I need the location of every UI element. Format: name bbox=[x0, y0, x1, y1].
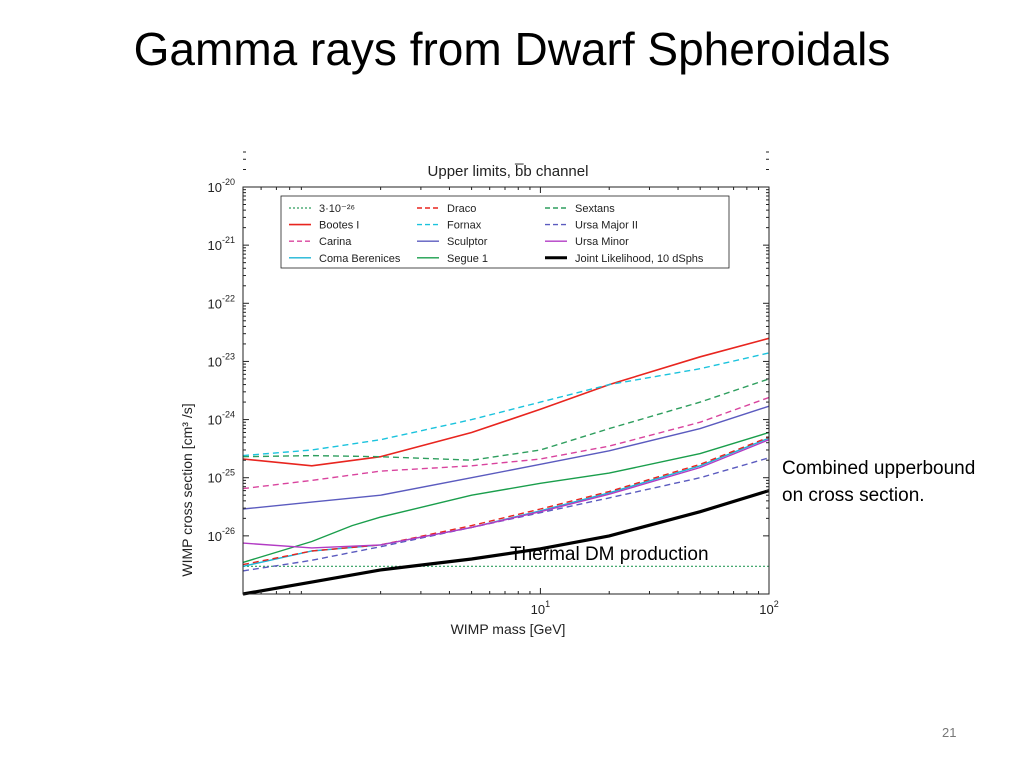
legend-label: Fornax bbox=[447, 220, 482, 232]
thermal-dm-note: Thermal DM production bbox=[510, 544, 709, 565]
legend-label: Draco bbox=[447, 203, 476, 215]
y-tick-label: 10-20 bbox=[208, 177, 235, 195]
chart: Upper limits, b̅b channel WIMP cross sec… bbox=[179, 151, 779, 637]
legend-label: Bootes I bbox=[319, 220, 359, 232]
legend-label: Segue 1 bbox=[447, 253, 488, 265]
legend-box bbox=[280, 195, 730, 269]
combined-note-line-1: Combined upperbound bbox=[782, 458, 976, 479]
series-line-2 bbox=[242, 396, 770, 490]
y-tick-label: 10-21 bbox=[208, 235, 235, 253]
series-line-9 bbox=[242, 457, 770, 572]
y-tick-label: 10-25 bbox=[208, 468, 235, 486]
series-line-4 bbox=[242, 436, 770, 566]
series-line-11 bbox=[242, 489, 770, 596]
y-tick-label: 10-24 bbox=[208, 410, 235, 428]
legend-label: 3·10⁻²⁶ bbox=[319, 203, 355, 215]
slide-title: Gamma rays from Dwarf Spheroidals bbox=[133, 23, 891, 75]
legend-label: Joint Likelihood, 10 dSphs bbox=[575, 253, 704, 265]
x-tick-label: 101 bbox=[531, 599, 550, 617]
x-axis-label: WIMP mass [GeV] bbox=[451, 621, 566, 637]
y-tick-label: 10-23 bbox=[208, 351, 235, 369]
series-line-10 bbox=[242, 439, 770, 549]
combined-upperbound-note: Combined upperbound on cross section. bbox=[782, 455, 975, 509]
slide-number: 21 bbox=[942, 725, 957, 740]
combined-note-line-2: on cross section. bbox=[782, 485, 925, 506]
legend: 3·10⁻²⁶ Bootes I Carina Coma Berenices Draco… bbox=[280, 195, 730, 269]
series-line-1 bbox=[242, 337, 770, 467]
y-tick-label: 10-26 bbox=[208, 526, 235, 544]
series-line-8 bbox=[242, 378, 770, 461]
series-line-5 bbox=[242, 352, 770, 457]
legend-label: Carina bbox=[319, 236, 352, 248]
y-tick-label: 10-22 bbox=[208, 293, 235, 311]
legend-label: Ursa Minor bbox=[575, 236, 629, 248]
x-tick-label: 102 bbox=[759, 599, 778, 617]
y-axis-label: WIMP cross section [cm³ /s] bbox=[179, 403, 195, 576]
ticks: 10-2610-2510-2410-2310-2210-2110-2010-19… bbox=[208, 151, 779, 617]
legend-label: Sextans bbox=[575, 203, 615, 215]
chart-title: Upper limits, b̅b channel bbox=[428, 163, 589, 180]
series-line-7 bbox=[242, 431, 770, 564]
legend-label: Coma Berenices bbox=[319, 253, 401, 265]
plot-frame bbox=[242, 186, 770, 595]
plot-lines bbox=[242, 337, 770, 596]
legend-label: Sculptor bbox=[447, 236, 488, 248]
series-line-6 bbox=[242, 405, 770, 510]
legend-label: Ursa Major II bbox=[575, 220, 638, 232]
